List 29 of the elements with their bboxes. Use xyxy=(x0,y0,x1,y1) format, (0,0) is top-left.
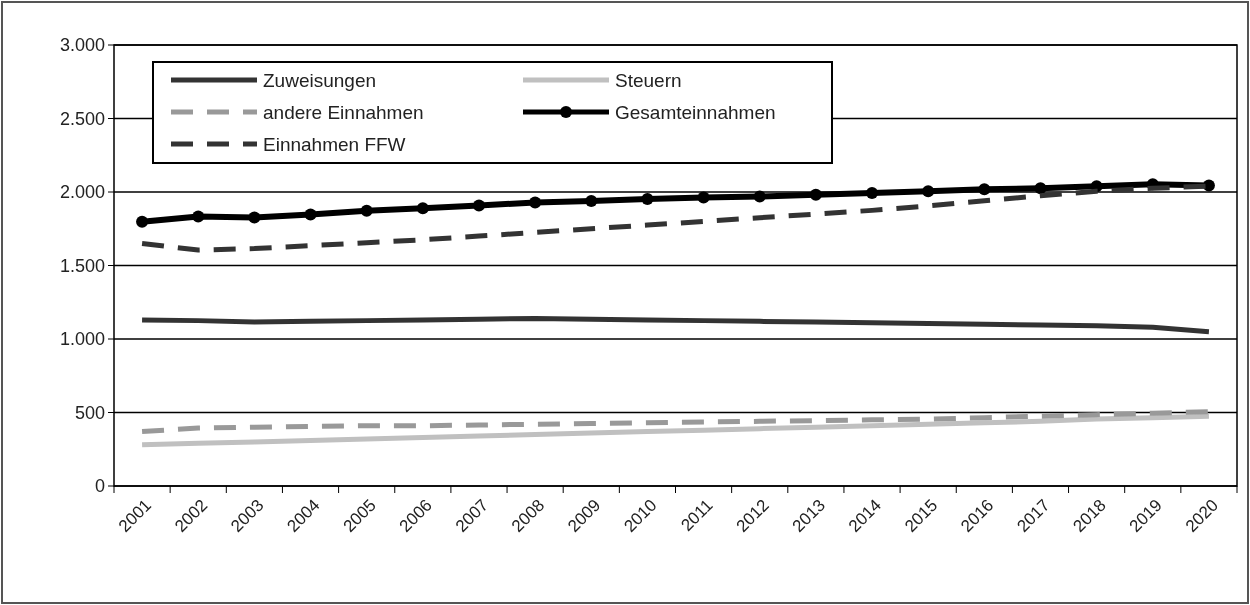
y-tick-label: 1.500 xyxy=(59,255,105,276)
point xyxy=(866,187,879,200)
point xyxy=(136,215,149,228)
point xyxy=(978,183,991,196)
point xyxy=(922,185,935,198)
legend-label: Einnahmen FFW xyxy=(263,133,406,155)
point xyxy=(304,208,317,221)
point xyxy=(416,202,429,215)
point xyxy=(529,196,542,209)
point xyxy=(192,210,205,223)
y-tick-label: 500 xyxy=(74,402,105,423)
point xyxy=(1034,182,1047,195)
point xyxy=(809,188,822,201)
point xyxy=(360,204,373,217)
y-tick-label: 2.500 xyxy=(59,108,105,129)
y-tick-label: 3.000 xyxy=(59,35,105,56)
point xyxy=(697,191,710,204)
legend-label: andere Einnahmen xyxy=(263,101,424,123)
point xyxy=(472,199,485,212)
point xyxy=(641,192,654,205)
point xyxy=(248,211,261,224)
y-tick-label: 0 xyxy=(94,476,105,497)
legend-label: Steuern xyxy=(615,69,682,91)
point xyxy=(753,190,766,203)
point xyxy=(585,195,598,208)
y-tick-label: 2.000 xyxy=(59,182,105,203)
legend-label: Zuweisungen xyxy=(263,69,377,91)
y-tick-label: 1.000 xyxy=(59,329,105,350)
legend-label: Gesamteinnahmen xyxy=(615,101,776,123)
